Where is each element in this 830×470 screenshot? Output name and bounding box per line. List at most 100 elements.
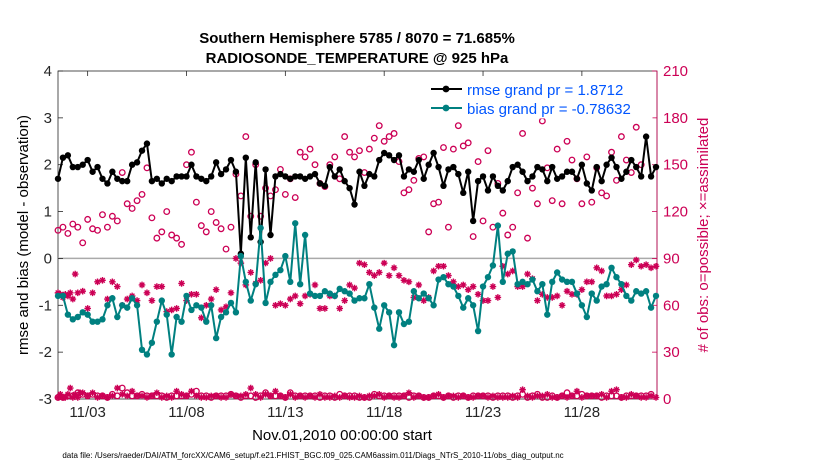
obs-assimilated-point (356, 259, 363, 267)
rmse-point (203, 177, 210, 185)
obs-assimilated-point (148, 297, 156, 304)
rmse-point (84, 156, 91, 164)
obs-assimilated-low-point (628, 391, 635, 398)
rmse-point (420, 175, 427, 182)
obs-possible-point (558, 200, 566, 208)
y-right-tick-label: 210 (663, 63, 688, 80)
obs-assimilated-low-point (618, 394, 625, 401)
obs-assimilated-low-point (489, 392, 497, 400)
obs-assimilated-point (262, 259, 269, 267)
y-right-tick-label: 120 (663, 204, 688, 221)
obs-possible-point (108, 212, 116, 220)
obs-assimilated-point (207, 295, 215, 303)
bias-point (430, 302, 437, 309)
rmse-point (296, 173, 304, 180)
obs-assimilated-point (158, 283, 166, 290)
rmse-point (390, 156, 398, 164)
obs-assimilated-low-point (509, 392, 516, 400)
bias-point (376, 325, 383, 332)
rmse-point (425, 161, 432, 168)
bias-point (647, 304, 655, 311)
obs-possible-point (291, 194, 299, 201)
bias-point (212, 334, 220, 342)
obs-assimilated-point (598, 267, 605, 275)
rmse-point (450, 163, 457, 171)
rmse-point (311, 170, 319, 178)
rmse-point (64, 152, 72, 159)
obs-assimilated-low-point (316, 391, 324, 398)
obs-assimilated-point (361, 261, 368, 268)
bias-point (331, 292, 338, 300)
obs-assimilated-point (202, 301, 210, 309)
bias-point (637, 290, 645, 297)
obs-assimilated-point (282, 301, 289, 309)
obs-assimilated-low-point (385, 392, 393, 400)
obs-possible-point (553, 145, 561, 153)
obs-assimilated-low-point (62, 394, 69, 401)
bias-point (440, 273, 447, 281)
bias-point (519, 278, 526, 286)
rmse-point (104, 180, 111, 187)
rmse-point (371, 173, 378, 180)
bias-point (222, 309, 230, 316)
rmse-point (212, 159, 220, 166)
bias-point (563, 278, 571, 286)
rmse-point (549, 163, 556, 171)
obs-assimilated-low-point (138, 392, 146, 400)
obs-assimilated-low-point (217, 394, 225, 401)
rmse-point (519, 168, 526, 175)
obs-assimilated-point (405, 278, 413, 286)
obs-assimilated-low-point (499, 394, 507, 401)
x-tick-label: 11/23 (465, 404, 501, 421)
obs-assimilated-low-point (435, 391, 442, 398)
bias-point (608, 264, 615, 271)
obs-assimilated-low-point (282, 394, 289, 401)
obs-assimilated-low-point (173, 387, 180, 395)
obs-assimilated-point (84, 305, 91, 312)
bias-point (74, 313, 81, 321)
bias-point (400, 320, 408, 328)
obs-assimilated-point (138, 281, 146, 289)
bias-point (642, 288, 650, 295)
legend: rmse grand pr = 1.8712 bias grand pr = -… (417, 77, 653, 119)
obs-assimilated-point (647, 264, 655, 272)
x-tick-label: 11/18 (366, 404, 402, 421)
plot-area (57, 70, 658, 400)
bias-point (252, 281, 259, 288)
obs-assimilated-low-point (356, 392, 363, 400)
obs-assimilated-low-point (252, 391, 259, 398)
obs-assimilated-point (632, 256, 640, 264)
obs-assimilated-point (524, 270, 531, 278)
obs-possible-point (390, 130, 398, 137)
y-right-tick-label: 30 (663, 344, 680, 361)
rmse-point (133, 159, 141, 166)
rmse-point (583, 180, 591, 187)
obs-assimilated-low-point (336, 394, 344, 401)
obs-assimilated-point (321, 305, 329, 312)
rmse-point (385, 152, 393, 159)
rmse-point (188, 161, 195, 168)
y-left-tick-label: -3 (39, 391, 52, 408)
rmse-point (440, 182, 447, 189)
rmse-point (608, 154, 615, 161)
rmse-point (163, 175, 170, 182)
obs-assimilated-point (311, 281, 319, 289)
bias-point (232, 309, 240, 316)
obs-assimilated-low-point (242, 391, 250, 398)
rmse-point (109, 168, 116, 175)
obs-assimilated-low-point (326, 394, 334, 401)
obs-possible-point (514, 189, 522, 197)
obs-assimilated-low-point (400, 392, 408, 400)
obs-assimilated-low-point (267, 392, 274, 400)
obs-possible-point (311, 161, 319, 169)
obs-assimilated-low-point (143, 394, 151, 401)
y-left-tick-label: -1 (39, 297, 52, 314)
bias-point (148, 339, 156, 346)
obs-assimilated-low-point (553, 394, 561, 401)
bias-point (203, 318, 210, 325)
bias-point (469, 302, 477, 309)
rmse-point (272, 173, 279, 180)
obs-possible-point (158, 228, 166, 236)
rmse-point (222, 166, 230, 173)
legend-rmse-marker (442, 85, 450, 93)
